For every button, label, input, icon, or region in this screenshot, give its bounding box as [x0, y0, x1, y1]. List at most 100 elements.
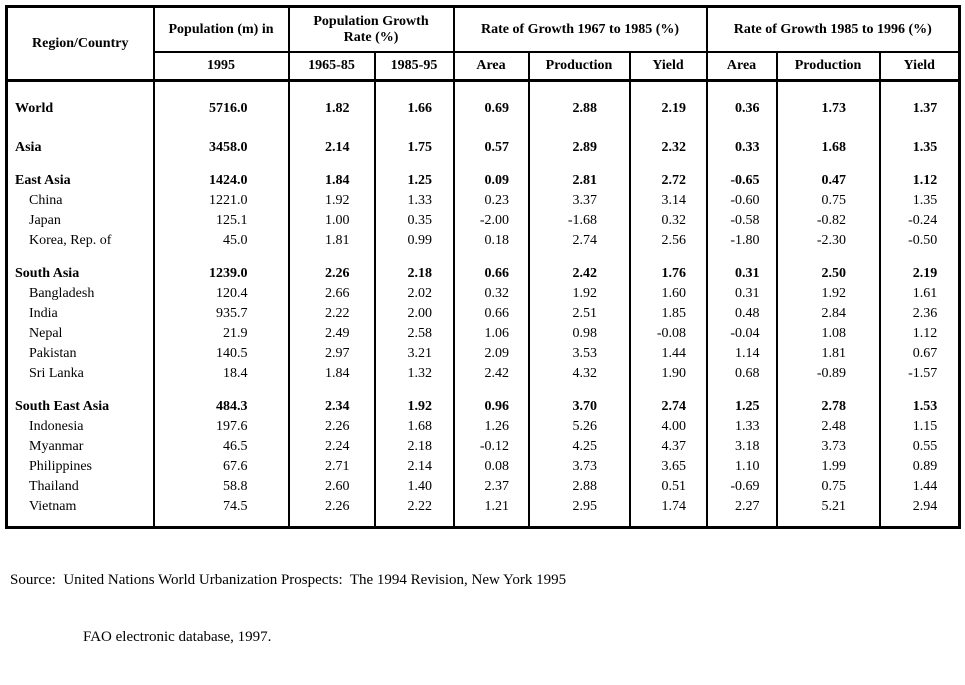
region-name-cell: East Asia — [15, 173, 71, 188]
value-cell: 0.48 — [705, 304, 777, 324]
value-text: 0.23 — [484, 193, 510, 208]
value-text: 1.44 — [661, 346, 687, 361]
header-row-sub: 1995 1965-85 1985-95 Area Production Yie… — [7, 51, 961, 82]
value-text: -0.89 — [816, 366, 847, 381]
value-cell: 3.73 — [775, 437, 880, 457]
value-cell: 0.55 — [878, 437, 960, 457]
value-text: 1.81 — [821, 346, 847, 361]
value-cell: 2.42 — [527, 251, 630, 284]
value-cell: 1.92 — [527, 284, 630, 304]
value-cell: 67.6 — [152, 457, 289, 477]
value-cell: 0.66 — [452, 251, 529, 284]
value-cell: 2.34 — [287, 384, 375, 417]
value-cell: 3.21 — [373, 344, 454, 364]
value-text: 1.92 — [325, 193, 350, 208]
value-text: -1.57 — [908, 366, 938, 381]
value-cell: -0.04 — [705, 324, 777, 344]
value-text: -0.50 — [908, 233, 938, 248]
value-text: 2.36 — [912, 306, 938, 321]
value-cell: 2.74 — [628, 384, 707, 417]
value-text: 4.32 — [572, 366, 598, 381]
value-cell: 140.5 — [152, 344, 289, 364]
value-text: 0.68 — [735, 366, 760, 381]
value-text: 0.99 — [407, 233, 433, 248]
value-cell: 120.4 — [152, 284, 289, 304]
value-cell: 1.37 — [878, 80, 960, 119]
value-cell: 5716.0 — [152, 80, 289, 119]
value-cell: 197.6 — [152, 417, 289, 437]
value-text: 1.33 — [407, 193, 433, 208]
value-text: 3.21 — [407, 346, 433, 361]
value-cell: 1.12 — [878, 324, 960, 344]
value-cell: 3.53 — [527, 344, 630, 364]
value-text: 0.31 — [735, 266, 760, 281]
value-cell: 4.32 — [527, 364, 630, 384]
value-cell: 1.92 — [775, 284, 880, 304]
region-name-cell: Korea, Rep. of — [29, 233, 112, 248]
value-text: 2.19 — [912, 266, 938, 281]
region-name-cell: Philippines — [29, 459, 93, 474]
value-cell: 0.18 — [452, 231, 529, 251]
value-cell: 3458.0 — [152, 119, 289, 158]
value-text: 0.51 — [661, 479, 687, 494]
value-text: 2.00 — [407, 306, 433, 321]
header-row-top: Region/Country Population (m) in Populat… — [5, 5, 961, 82]
value-text: 1.12 — [912, 173, 938, 188]
region-name-cell: India — [29, 306, 58, 321]
region-total-row: South Asia 1239.0 2.26 2.18 0.66 2.42 1.76 0.31… — [7, 251, 960, 284]
value-cell: 2.84 — [775, 304, 880, 324]
value-text: 1.21 — [484, 499, 510, 514]
value-cell: 1.90 — [628, 364, 707, 384]
value-cell: 2.56 — [628, 231, 707, 251]
value-text: 2.74 — [572, 233, 598, 248]
header-production-1: Production — [527, 51, 631, 82]
value-text: 2.18 — [407, 266, 433, 281]
value-text: 0.55 — [912, 439, 938, 454]
value-cell: 1.40 — [373, 477, 454, 497]
value-text: 1.33 — [735, 419, 760, 434]
value-cell: -0.82 — [775, 211, 880, 231]
value-cell: -0.89 — [775, 364, 880, 384]
value-text: 1.44 — [912, 479, 938, 494]
region-name-cell: Indonesia — [29, 419, 84, 434]
value-text: -1.68 — [567, 213, 597, 228]
value-text: 1.25 — [407, 173, 433, 188]
value-cell: 0.57 — [452, 119, 529, 158]
value-cell: -0.60 — [705, 191, 777, 211]
value-cell: 3.70 — [527, 384, 630, 417]
value-cell: 1.82 — [287, 80, 375, 119]
value-cell: 0.47 — [775, 158, 880, 191]
value-cell: 1.84 — [287, 158, 375, 191]
value-cell: 484.3 — [152, 384, 289, 417]
value-cell: 1.66 — [373, 80, 454, 119]
header-population-growth-text: Population Growth Rate (%) — [313, 13, 429, 45]
value-cell: 2.78 — [775, 384, 880, 417]
value-text: 1.12 — [912, 326, 938, 341]
value-text: 2.49 — [325, 326, 350, 341]
header-area-1: Area — [452, 51, 530, 82]
value-cell: 0.09 — [452, 158, 529, 191]
region-name-cell: South Asia — [15, 266, 80, 281]
region-name-cell: World — [15, 101, 54, 116]
value-cell: 1221.0 — [152, 191, 289, 211]
country-row: Myanmar 46.5 2.24 2.18 -0.12 4.25 4.37 3.18 3.73… — [7, 437, 960, 457]
value-cell: 1.74 — [628, 497, 707, 528]
value-text: 1.25 — [735, 399, 760, 414]
value-cell: 2.81 — [527, 158, 630, 191]
value-cell: 1.76 — [628, 251, 707, 284]
value-text: -0.60 — [730, 193, 760, 208]
value-text: 0.09 — [484, 173, 510, 188]
value-cell: 1.15 — [878, 417, 960, 437]
region-total-row: East Asia 1424.0 1.84 1.25 0.09 2.81 2.72 -0.65… — [7, 158, 960, 191]
value-text: -0.65 — [730, 173, 760, 188]
value-text: 0.47 — [821, 173, 847, 188]
value-cell: 1.68 — [775, 119, 880, 158]
value-text: 3.70 — [572, 399, 598, 414]
value-text: 1.66 — [407, 101, 433, 116]
value-cell: 46.5 — [152, 437, 289, 457]
value-cell: 2.19 — [878, 251, 960, 284]
value-cell: 0.32 — [628, 211, 707, 231]
value-cell: 0.08 — [452, 457, 529, 477]
header-yield-1: Yield — [628, 51, 708, 82]
value-cell: 1.21 — [452, 497, 529, 528]
